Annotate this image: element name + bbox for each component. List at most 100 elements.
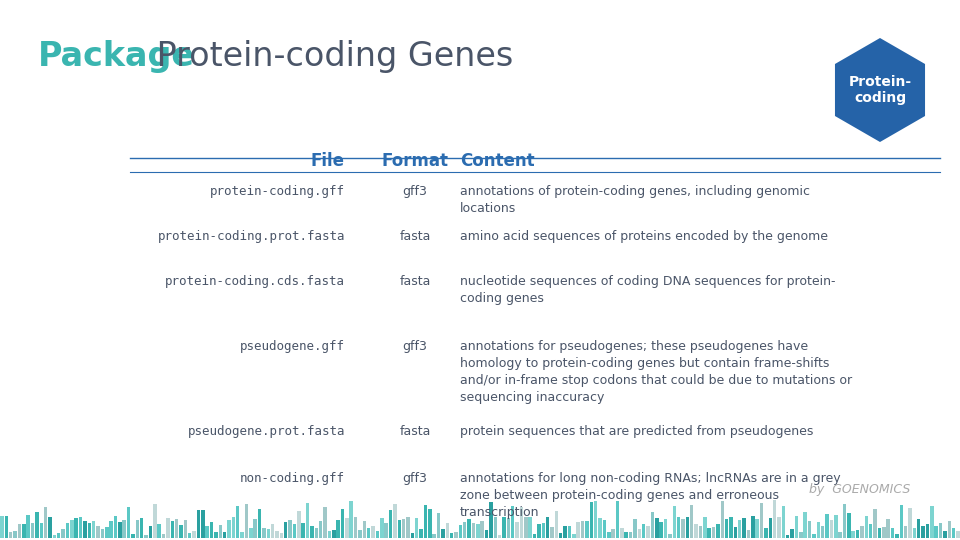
Bar xyxy=(913,528,916,538)
Bar xyxy=(555,510,558,538)
Bar xyxy=(101,529,104,538)
Text: annotations for pseudogenes; these pseudogenes have
homology to protein-coding g: annotations for pseudogenes; these pseud… xyxy=(460,340,852,404)
Bar xyxy=(175,519,179,538)
Bar xyxy=(336,520,340,538)
Bar xyxy=(847,512,851,538)
Bar xyxy=(9,531,12,538)
Bar xyxy=(31,523,35,538)
Bar xyxy=(201,510,204,538)
Bar xyxy=(795,516,798,538)
Bar xyxy=(856,530,859,538)
Bar xyxy=(682,519,684,538)
Bar xyxy=(516,522,518,538)
Bar xyxy=(44,507,47,538)
Bar xyxy=(925,524,929,538)
Bar xyxy=(48,517,52,538)
Bar xyxy=(39,523,43,538)
Bar xyxy=(747,530,750,538)
Bar xyxy=(524,517,528,538)
Bar xyxy=(166,518,170,538)
Bar xyxy=(324,507,326,538)
Bar xyxy=(594,501,597,538)
Bar xyxy=(36,512,38,538)
Bar xyxy=(541,523,545,538)
Bar xyxy=(826,514,828,538)
Bar xyxy=(113,516,117,538)
Bar xyxy=(53,535,56,538)
Text: pseudogene.prot.fasta: pseudogene.prot.fasta xyxy=(187,425,345,438)
Bar xyxy=(231,517,235,538)
Text: Content: Content xyxy=(460,152,535,170)
Bar xyxy=(651,511,654,538)
Bar xyxy=(380,518,384,538)
Bar xyxy=(620,528,624,538)
Bar xyxy=(559,533,563,538)
Bar xyxy=(917,519,921,538)
Bar xyxy=(306,503,309,538)
Bar xyxy=(711,527,715,538)
Bar xyxy=(358,530,362,538)
Bar xyxy=(882,527,885,538)
Bar xyxy=(363,521,366,538)
Bar xyxy=(904,526,907,538)
Bar xyxy=(135,520,139,538)
Bar xyxy=(267,529,270,538)
Bar xyxy=(615,501,619,538)
Bar xyxy=(327,531,331,538)
Bar xyxy=(646,526,650,538)
Bar xyxy=(17,524,21,538)
Bar xyxy=(397,520,401,538)
Bar xyxy=(223,532,227,538)
Bar xyxy=(721,502,724,538)
Bar xyxy=(781,506,785,538)
Bar xyxy=(533,534,537,538)
Bar xyxy=(485,530,489,538)
Bar xyxy=(733,528,737,538)
Bar xyxy=(253,519,257,538)
Text: non-coding.gff: non-coding.gff xyxy=(240,472,345,485)
Bar xyxy=(180,525,182,538)
Bar xyxy=(471,523,475,538)
Bar xyxy=(109,521,113,538)
Bar xyxy=(956,531,960,538)
Bar xyxy=(27,515,30,538)
Text: nucleotide sequences of coding DNA sequences for protein-
coding genes: nucleotide sequences of coding DNA seque… xyxy=(460,275,835,305)
Bar xyxy=(310,525,314,538)
Bar xyxy=(804,512,807,538)
Bar xyxy=(576,522,580,538)
Bar xyxy=(301,523,305,538)
Bar xyxy=(629,532,633,538)
Bar xyxy=(271,524,275,538)
Bar xyxy=(372,525,374,538)
Bar xyxy=(786,535,789,538)
Text: gff3: gff3 xyxy=(402,185,427,198)
Bar xyxy=(546,517,549,538)
Bar xyxy=(581,522,585,538)
Bar xyxy=(406,517,410,538)
Bar xyxy=(5,516,8,538)
Bar xyxy=(123,520,126,538)
Bar xyxy=(423,505,427,538)
Bar xyxy=(812,534,816,538)
Bar xyxy=(708,528,711,538)
Bar xyxy=(834,515,837,538)
Bar xyxy=(57,533,60,538)
Bar xyxy=(663,518,667,538)
Bar xyxy=(394,504,396,538)
Bar xyxy=(528,517,532,538)
Bar xyxy=(877,528,881,538)
Bar xyxy=(288,520,292,538)
Bar xyxy=(22,524,26,538)
Bar xyxy=(843,504,847,538)
Bar xyxy=(891,528,895,538)
Bar xyxy=(668,534,672,538)
Text: gff3: gff3 xyxy=(402,340,427,353)
Bar xyxy=(293,524,297,538)
Bar xyxy=(92,521,95,538)
Bar xyxy=(860,526,864,538)
Bar xyxy=(468,519,470,538)
Bar xyxy=(284,522,287,538)
Text: amino acid sequences of proteins encoded by the genome: amino acid sequences of proteins encoded… xyxy=(460,230,828,243)
Text: protein sequences that are predicted from pseudogenes: protein sequences that are predicted fro… xyxy=(460,425,813,438)
Bar xyxy=(437,513,441,538)
